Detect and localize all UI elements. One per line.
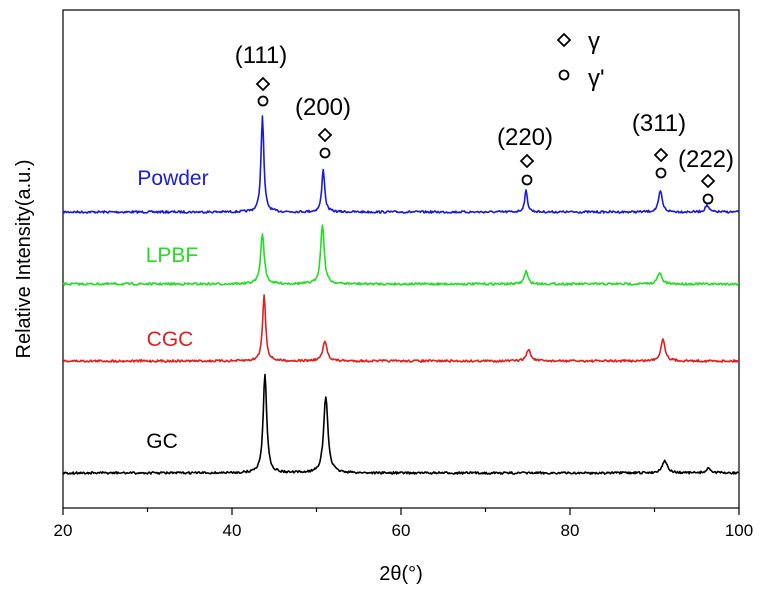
legend: γ γ' xyxy=(556,28,605,92)
series-line-powder xyxy=(62,115,740,214)
gamma-diamond-marker xyxy=(255,76,271,92)
series-line-cgc xyxy=(62,294,740,363)
gamma-prime-circle-marker xyxy=(702,193,714,205)
x-axis-ticks: 20 40 60 80 100 xyxy=(54,508,753,540)
legend-label: γ xyxy=(588,28,600,55)
x-tick-label: 20 xyxy=(54,521,73,540)
series-label-gc: GC xyxy=(146,430,178,453)
series-line-lpbf xyxy=(62,224,739,286)
series-line-gc xyxy=(62,373,740,475)
series-label-lpbf: LPBF xyxy=(146,244,199,267)
peak-label: (220) xyxy=(497,124,553,151)
gamma-diamond-marker xyxy=(519,153,535,169)
peak-label: (111) xyxy=(235,42,287,69)
legend-circle-marker xyxy=(558,69,570,81)
gamma-diamond-marker xyxy=(653,147,669,163)
x-tick-label: 100 xyxy=(725,521,753,540)
legend-diamond-marker xyxy=(556,32,572,48)
gamma-prime-circle-marker xyxy=(319,147,331,159)
peak-label: (222) xyxy=(678,146,734,173)
legend-label: γ' xyxy=(588,65,605,92)
gamma-prime-circle-marker xyxy=(655,167,667,179)
x-tick-label: 40 xyxy=(223,521,242,540)
gamma-prime-circle-marker xyxy=(257,95,269,107)
series-label-cgc: CGC xyxy=(147,328,194,351)
series-layer: Powder LPBF CGC GC xyxy=(62,115,740,475)
peak-label: (200) xyxy=(295,94,351,121)
gamma-diamond-marker xyxy=(317,127,333,143)
series-label-powder: Powder xyxy=(137,167,208,190)
gamma-diamond-marker xyxy=(700,173,716,189)
x-axis-title: 2θ(°) xyxy=(379,563,423,585)
x-tick-label: 60 xyxy=(392,521,411,540)
y-axis-title: Relative Intensity(a.u.) xyxy=(13,160,35,359)
peak-label: (311) xyxy=(632,110,686,137)
gamma-prime-circle-marker xyxy=(521,174,533,186)
peak-annotation-layer: (111) (200) (220) (311) (222) xyxy=(235,42,734,205)
x-tick-label: 80 xyxy=(561,521,580,540)
